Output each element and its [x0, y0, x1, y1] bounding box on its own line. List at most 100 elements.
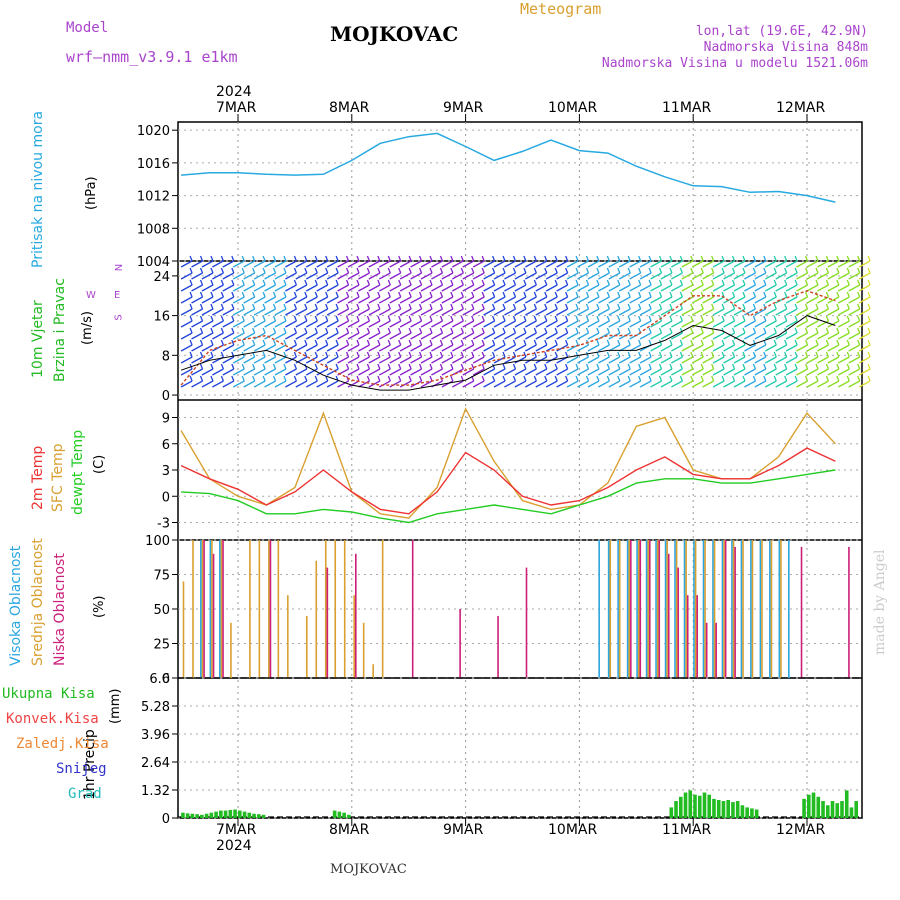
- wind-barb: [535, 272, 548, 280]
- altitude-label: Nadmorska Visina 848m: [703, 40, 868, 55]
- cloud-bar-low: [203, 540, 205, 678]
- wind-barb: [669, 327, 673, 334]
- wind-barb: [660, 380, 673, 388]
- wind-barb: [742, 315, 746, 322]
- wind-barb: [483, 320, 495, 328]
- wind-barb: [846, 363, 850, 370]
- wind-barb: [201, 272, 214, 280]
- wind-barb: [462, 308, 475, 316]
- wind-barb: [796, 296, 808, 304]
- wind-barb: [525, 296, 537, 304]
- wind-barb: [483, 356, 495, 364]
- wind-barb: [606, 303, 610, 310]
- wind-barb: [618, 368, 631, 376]
- cloud-bar-high: [664, 540, 667, 678]
- wind-barb: [608, 284, 621, 292]
- wind-barb: [231, 327, 235, 334]
- wind-barb: [189, 303, 193, 310]
- wind-barb: [691, 296, 704, 304]
- wind-barb: [744, 284, 756, 292]
- cloud-bar-low: [848, 546, 850, 678]
- wind-barb: [493, 260, 506, 268]
- wind-barb: [347, 332, 360, 340]
- wind-barb: [585, 303, 590, 310]
- wind-speed-line: [180, 315, 836, 391]
- wind-barb: [608, 308, 621, 316]
- wind-barb: [690, 303, 694, 310]
- wind-barb: [472, 344, 485, 352]
- wind-barb: [648, 375, 652, 382]
- wind-barb: [410, 332, 422, 340]
- wind-barb: [191, 296, 203, 304]
- wind-barb: [867, 363, 871, 370]
- wind-barb: [504, 356, 516, 364]
- wind-barb: [441, 344, 454, 352]
- wind-barb: [252, 267, 256, 274]
- wind-barb: [658, 267, 663, 274]
- wind-barb: [658, 351, 663, 358]
- wind-barb: [565, 291, 569, 298]
- wind-barb: [587, 380, 600, 388]
- wind-barb: [285, 332, 297, 340]
- wind-barb: [366, 375, 371, 382]
- wind-barb: [857, 327, 861, 334]
- wind-barb: [481, 255, 485, 262]
- wind-barb: [606, 363, 610, 370]
- wind-barb: [775, 320, 788, 328]
- wind-barb: [222, 356, 235, 364]
- wind-barb: [326, 272, 339, 280]
- wind-barb: [554, 327, 558, 334]
- wind-barb: [180, 272, 193, 280]
- wind-barb: [462, 356, 475, 364]
- wind-barb: [314, 267, 318, 274]
- wind-barb: [556, 308, 568, 316]
- wind-barb: [377, 303, 381, 310]
- precip-bar: [252, 813, 256, 818]
- wind-barb: [846, 327, 850, 334]
- wind-barb: [272, 279, 277, 286]
- wind-barb: [460, 327, 464, 334]
- wind-barb: [335, 339, 339, 346]
- wind-barb: [681, 380, 694, 388]
- wind-barb: [702, 272, 714, 280]
- wind-barb: [723, 284, 735, 292]
- wind-barb: [523, 303, 527, 310]
- wind-barb: [274, 332, 287, 340]
- wind-barb: [389, 296, 402, 304]
- wind-barb: [566, 296, 579, 304]
- wind-barb: [731, 375, 736, 382]
- wind-barb: [784, 375, 788, 382]
- wind-barb: [848, 368, 861, 376]
- wind-barb: [304, 339, 308, 346]
- wind-barb: [857, 363, 861, 370]
- wind-barb: [492, 351, 496, 358]
- wind-barb: [629, 380, 641, 388]
- cloud-bar-mid: [780, 540, 782, 678]
- wind-barb: [504, 260, 516, 268]
- y-tick-label: 3: [162, 464, 170, 479]
- wind-barb: [752, 279, 757, 286]
- wind-barb: [272, 339, 277, 346]
- wind-barb: [700, 375, 704, 382]
- cloud-bar-low: [648, 540, 651, 678]
- wind-barb: [304, 351, 308, 358]
- wind-barb: [836, 363, 840, 370]
- wind-barb: [429, 267, 433, 274]
- wind-barb: [618, 284, 631, 292]
- wind-barb: [857, 267, 861, 274]
- cloud-bar-mid: [305, 615, 308, 678]
- wind-barb: [700, 279, 704, 286]
- wind-barb: [285, 368, 297, 376]
- wind-barb: [472, 308, 485, 316]
- wind-barb: [596, 291, 600, 298]
- wind-barb: [252, 327, 256, 334]
- wind-barb: [671, 380, 683, 388]
- wind-barb: [418, 279, 423, 286]
- cloud-bar-high: [636, 540, 638, 678]
- wind-barb: [314, 363, 318, 370]
- cloud-bar-high: [674, 540, 676, 678]
- precip-bar: [707, 794, 712, 818]
- wind-barb: [366, 291, 371, 298]
- wind-barb: [410, 320, 422, 328]
- wind-barb: [285, 320, 297, 328]
